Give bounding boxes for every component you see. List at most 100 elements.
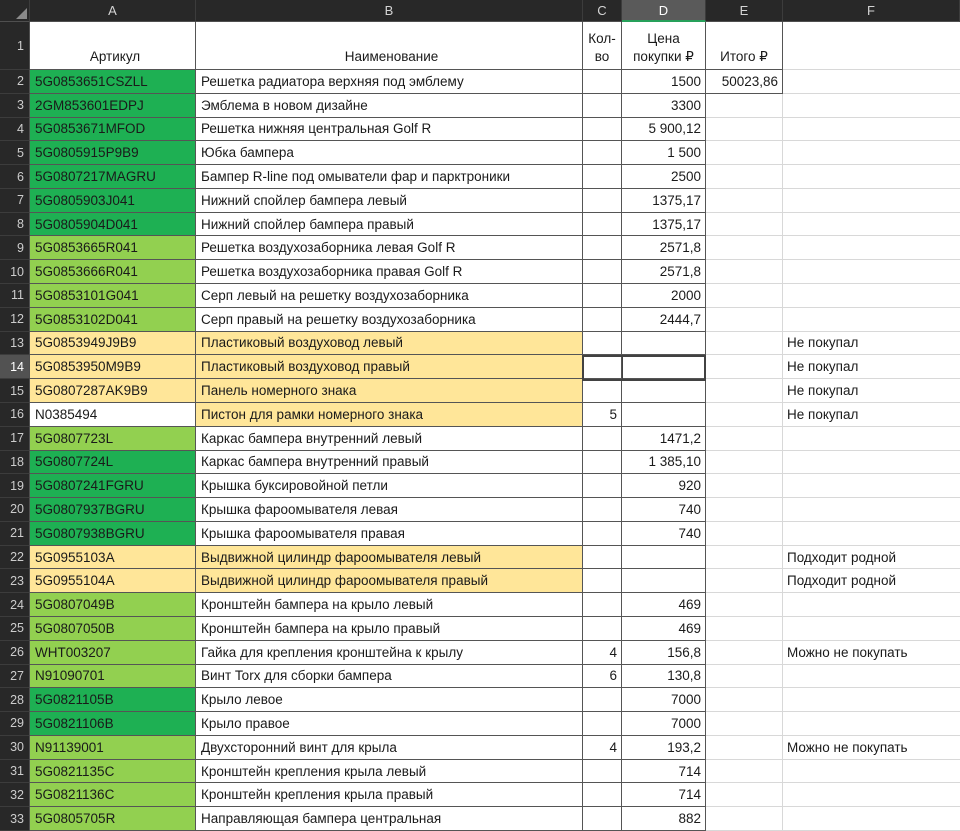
cell-C19[interactable] (583, 474, 622, 498)
cell-A11[interactable]: 5G0853101G041 (30, 284, 196, 308)
cell-C17[interactable] (583, 427, 622, 451)
cell-D32[interactable]: 714 (622, 783, 706, 807)
row-header-19[interactable]: 19 (0, 474, 30, 498)
cell-B5[interactable]: Юбка бампера (196, 141, 583, 165)
cell-C25[interactable] (583, 617, 622, 641)
cell-F7[interactable] (783, 189, 960, 213)
row-header-28[interactable]: 28 (0, 688, 30, 712)
cell-F31[interactable] (783, 760, 960, 784)
row-header-15[interactable]: 15 (0, 379, 30, 403)
cell-A20[interactable]: 5G0807937BGRU (30, 498, 196, 522)
cell-B13[interactable]: Пластиковый воздуховод левый (196, 332, 583, 356)
cell-E15[interactable] (706, 379, 783, 403)
cell-F29[interactable] (783, 712, 960, 736)
cell-F14[interactable]: Не покупал (783, 355, 960, 379)
cell-F19[interactable] (783, 474, 960, 498)
cell-C12[interactable] (583, 308, 622, 332)
cell-E27[interactable] (706, 665, 783, 689)
cell-A27[interactable]: N91090701 (30, 665, 196, 689)
cell-B32[interactable]: Кронштейн крепления крыла правый (196, 783, 583, 807)
row-header-11[interactable]: 11 (0, 284, 30, 308)
cell-C2[interactable] (583, 70, 622, 94)
cell-F1[interactable] (783, 22, 960, 70)
cell-D20[interactable]: 740 (622, 498, 706, 522)
cell-F10[interactable] (783, 260, 960, 284)
cell-A19[interactable]: 5G0807241FGRU (30, 474, 196, 498)
row-header-12[interactable]: 12 (0, 308, 30, 332)
cell-D11[interactable]: 2000 (622, 284, 706, 308)
cell-A13[interactable]: 5G0853949J9B9 (30, 332, 196, 356)
cell-A23[interactable]: 5G0955104A (30, 569, 196, 593)
cell-F6[interactable] (783, 165, 960, 189)
cell-E4[interactable] (706, 118, 783, 142)
column-header-f[interactable]: F (783, 0, 960, 22)
cell-F20[interactable] (783, 498, 960, 522)
select-all-corner[interactable] (0, 0, 30, 22)
cell-F2[interactable] (783, 70, 960, 94)
cell-B25[interactable]: Кронштейн бампера на крыло правый (196, 617, 583, 641)
cell-E32[interactable] (706, 783, 783, 807)
cell-A1[interactable]: Артикул (30, 22, 196, 70)
cell-D2[interactable]: 1500 (622, 70, 706, 94)
cell-C20[interactable] (583, 498, 622, 522)
row-header-10[interactable]: 10 (0, 260, 30, 284)
row-header-20[interactable]: 20 (0, 498, 30, 522)
cell-D18[interactable]: 1 385,10 (622, 451, 706, 475)
cell-E24[interactable] (706, 593, 783, 617)
cell-A26[interactable]: WHT003207 (30, 641, 196, 665)
cell-F32[interactable] (783, 783, 960, 807)
row-header-7[interactable]: 7 (0, 189, 30, 213)
cell-A16[interactable]: N0385494 (30, 403, 196, 427)
cell-F24[interactable] (783, 593, 960, 617)
cell-A32[interactable]: 5G0821136C (30, 783, 196, 807)
cell-B8[interactable]: Нижний спойлер бампера правый (196, 213, 583, 237)
cell-F30[interactable]: Можно не покупать (783, 736, 960, 760)
cell-F15[interactable]: Не покупал (783, 379, 960, 403)
cell-A3[interactable]: 2GM853601EDPJ (30, 94, 196, 118)
cell-E18[interactable] (706, 451, 783, 475)
cell-B31[interactable]: Кронштейн крепления крыла левый (196, 760, 583, 784)
cell-C11[interactable] (583, 284, 622, 308)
row-header-13[interactable]: 13 (0, 332, 30, 356)
row-header-32[interactable]: 32 (0, 783, 30, 807)
cell-E19[interactable] (706, 474, 783, 498)
cell-C28[interactable] (583, 688, 622, 712)
cell-D14[interactable] (622, 355, 706, 379)
cell-F22[interactable]: Подходит родной (783, 546, 960, 570)
cell-D4[interactable]: 5 900,12 (622, 118, 706, 142)
cell-C32[interactable] (583, 783, 622, 807)
cell-A28[interactable]: 5G0821105B (30, 688, 196, 712)
cell-C3[interactable] (583, 94, 622, 118)
cell-B23[interactable]: Выдвижной цилиндр фароомывателя правый (196, 569, 583, 593)
cell-A31[interactable]: 5G0821135C (30, 760, 196, 784)
cell-B24[interactable]: Кронштейн бампера на крыло левый (196, 593, 583, 617)
cell-B33[interactable]: Направляющая бампера центральная (196, 807, 583, 831)
cell-B15[interactable]: Панель номерного знака (196, 379, 583, 403)
cell-F5[interactable] (783, 141, 960, 165)
cell-B29[interactable]: Крыло правое (196, 712, 583, 736)
cell-E31[interactable] (706, 760, 783, 784)
cell-E17[interactable] (706, 427, 783, 451)
row-header-21[interactable]: 21 (0, 522, 30, 546)
cell-C7[interactable] (583, 189, 622, 213)
cell-F8[interactable] (783, 213, 960, 237)
cell-A5[interactable]: 5G0805915P9B9 (30, 141, 196, 165)
cell-F11[interactable] (783, 284, 960, 308)
cell-B30[interactable]: Двухсторонний винт для крыла (196, 736, 583, 760)
cell-A12[interactable]: 5G0853102D041 (30, 308, 196, 332)
cell-B27[interactable]: Винт Torx для сборки бампера (196, 665, 583, 689)
cell-F21[interactable] (783, 522, 960, 546)
cell-D28[interactable]: 7000 (622, 688, 706, 712)
cell-A25[interactable]: 5G0807050B (30, 617, 196, 641)
cell-A33[interactable]: 5G0805705R (30, 807, 196, 831)
cell-F25[interactable] (783, 617, 960, 641)
cell-D9[interactable]: 2571,8 (622, 236, 706, 260)
cell-D7[interactable]: 1375,17 (622, 189, 706, 213)
cell-B7[interactable]: Нижний спойлер бампера левый (196, 189, 583, 213)
cell-E5[interactable] (706, 141, 783, 165)
cell-D1[interactable]: Ценапокупки ₽ (622, 22, 706, 70)
row-header-16[interactable]: 16 (0, 403, 30, 427)
cell-C22[interactable] (583, 546, 622, 570)
cell-D15[interactable] (622, 379, 706, 403)
row-header-26[interactable]: 26 (0, 641, 30, 665)
